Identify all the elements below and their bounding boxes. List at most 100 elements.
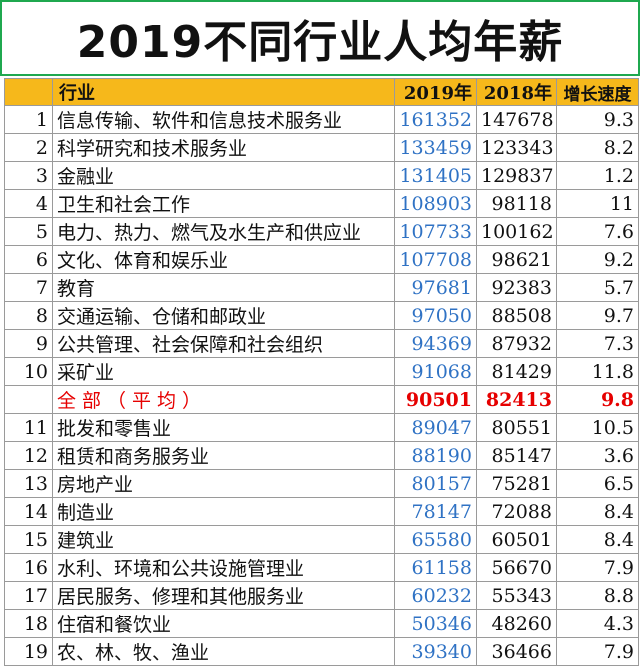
table-row: 11 批发和零售业 89047 80551 10.5 — [4, 413, 639, 442]
salary-2018-cell: 129837 — [476, 161, 557, 190]
table-row: 2 科学研究和技术服务业 133459 123343 8.2 — [4, 133, 639, 162]
rank-cell: 16 — [4, 553, 53, 582]
table-row: 10 采矿业 91068 81429 11.8 — [4, 357, 639, 386]
growth-cell: 4.3 — [556, 609, 639, 638]
rank-cell: 2 — [4, 133, 53, 162]
salary-2019-cell: 39340 — [394, 637, 477, 666]
salary-2019-cell: 65580 — [394, 525, 477, 554]
rank-cell: 6 — [4, 245, 53, 274]
salary-2018-cell: 55343 — [476, 581, 557, 610]
salary-2019-cell: 90501 — [394, 385, 477, 414]
industry-cell: 全部（平均） — [52, 385, 395, 414]
table-row: 18 住宿和餐饮业 50346 48260 4.3 — [4, 609, 639, 638]
table-row: 4 卫生和社会工作 108903 98118 11 — [4, 189, 639, 218]
rank-cell: 7 — [4, 273, 53, 302]
salary-2019-cell: 131405 — [394, 161, 477, 190]
salary-2018-cell: 48260 — [476, 609, 557, 638]
salary-2019-cell: 107733 — [394, 217, 477, 246]
salary-2019-cell: 133459 — [394, 133, 477, 162]
table-row: 14 制造业 78147 72088 8.4 — [4, 497, 639, 526]
table-row: 7 教育 97681 92383 5.7 — [4, 273, 639, 302]
growth-cell: 9.2 — [556, 245, 639, 274]
salary-2019-cell: 97050 — [394, 301, 477, 330]
page-title: 2019不同行业人均年薪 — [76, 17, 564, 68]
salary-2019-cell: 91068 — [394, 357, 477, 386]
growth-cell: 9.8 — [556, 385, 639, 414]
rank-cell: 11 — [4, 413, 53, 442]
table-row: 8 交通运输、仓储和邮政业 97050 88508 9.7 — [4, 301, 639, 330]
salary-2018-cell: 88508 — [476, 301, 557, 330]
salary-2019-cell: 94369 — [394, 329, 477, 358]
salary-2018-cell: 80551 — [476, 413, 557, 442]
header-2019: 2019年 — [394, 78, 477, 106]
salary-2018-cell: 87932 — [476, 329, 557, 358]
salary-2018-cell: 98621 — [476, 245, 557, 274]
growth-cell: 7.9 — [556, 553, 639, 582]
salary-2018-cell: 82413 — [476, 385, 557, 414]
table-row: 1 信息传输、软件和信息技术服务业 161352 147678 9.3 — [4, 105, 639, 134]
salary-2019-cell: 107708 — [394, 245, 477, 274]
salary-2019-cell: 161352 — [394, 105, 477, 134]
growth-cell: 10.5 — [556, 413, 639, 442]
industry-cell: 租赁和商务服务业 — [52, 441, 395, 470]
salary-2019-cell: 60232 — [394, 581, 477, 610]
rank-cell: 13 — [4, 469, 53, 498]
growth-cell: 7.3 — [556, 329, 639, 358]
salary-2019-cell: 61158 — [394, 553, 477, 582]
rank-cell: 3 — [4, 161, 53, 190]
growth-cell: 9.7 — [556, 301, 639, 330]
salary-2019-cell: 88190 — [394, 441, 477, 470]
salary-2018-cell: 85147 — [476, 441, 557, 470]
growth-cell: 8.2 — [556, 133, 639, 162]
growth-cell: 8.8 — [556, 581, 639, 610]
table-row: 3 金融业 131405 129837 1.2 — [4, 161, 639, 190]
growth-cell: 7.6 — [556, 217, 639, 246]
salary-2018-cell: 147678 — [476, 105, 557, 134]
industry-cell: 文化、体育和娱乐业 — [52, 245, 395, 274]
salary-2018-cell: 123343 — [476, 133, 557, 162]
table-row: 6 文化、体育和娱乐业 107708 98621 9.2 — [4, 245, 639, 274]
table-row: 12 租赁和商务服务业 88190 85147 3.6 — [4, 441, 639, 470]
salary-table: 行业 2019年 2018年 增长速度 1 信息传输、软件和信息技术服务业 1613… — [4, 78, 639, 666]
growth-cell: 8.4 — [556, 525, 639, 554]
industry-cell: 水利、环境和公共设施管理业 — [52, 553, 395, 582]
salary-2018-cell: 98118 — [476, 189, 557, 218]
salary-2018-cell: 60501 — [476, 525, 557, 554]
rank-cell: 1 — [4, 105, 53, 134]
salary-2019-cell: 97681 — [394, 273, 477, 302]
industry-cell: 交通运输、仓储和邮政业 — [52, 301, 395, 330]
table-row: 17 居民服务、修理和其他服务业 60232 55343 8.8 — [4, 581, 639, 610]
table-row: 13 房地产业 80157 75281 6.5 — [4, 469, 639, 498]
growth-cell: 7.9 — [556, 637, 639, 666]
industry-cell: 采矿业 — [52, 357, 395, 386]
table-row: 16 水利、环境和公共设施管理业 61158 56670 7.9 — [4, 553, 639, 582]
salary-2018-cell: 72088 — [476, 497, 557, 526]
growth-cell: 1.2 — [556, 161, 639, 190]
salary-2018-cell: 75281 — [476, 469, 557, 498]
industry-cell: 房地产业 — [52, 469, 395, 498]
rank-cell: 10 — [4, 357, 53, 386]
industry-cell: 批发和零售业 — [52, 413, 395, 442]
rank-cell: 19 — [4, 637, 53, 666]
industry-cell: 科学研究和技术服务业 — [52, 133, 395, 162]
growth-cell: 11 — [556, 189, 639, 218]
salary-2018-cell: 92383 — [476, 273, 557, 302]
title-banner: 2019不同行业人均年薪 — [0, 0, 640, 76]
rank-cell: 12 — [4, 441, 53, 470]
salary-2019-cell: 108903 — [394, 189, 477, 218]
table-row: 5 电力、热力、燃气及水生产和供应业 107733 100162 7.6 — [4, 217, 639, 246]
salary-2018-cell: 56670 — [476, 553, 557, 582]
rank-cell: 14 — [4, 497, 53, 526]
industry-cell: 金融业 — [52, 161, 395, 190]
growth-cell: 3.6 — [556, 441, 639, 470]
rank-cell: 18 — [4, 609, 53, 638]
industry-cell: 制造业 — [52, 497, 395, 526]
industry-cell: 住宿和餐饮业 — [52, 609, 395, 638]
industry-cell: 卫生和社会工作 — [52, 189, 395, 218]
salary-2019-cell: 89047 — [394, 413, 477, 442]
rank-cell: 17 — [4, 581, 53, 610]
rank-cell: 9 — [4, 329, 53, 358]
salary-2019-cell: 50346 — [394, 609, 477, 638]
rank-cell: 5 — [4, 217, 53, 246]
salary-2019-cell: 80157 — [394, 469, 477, 498]
